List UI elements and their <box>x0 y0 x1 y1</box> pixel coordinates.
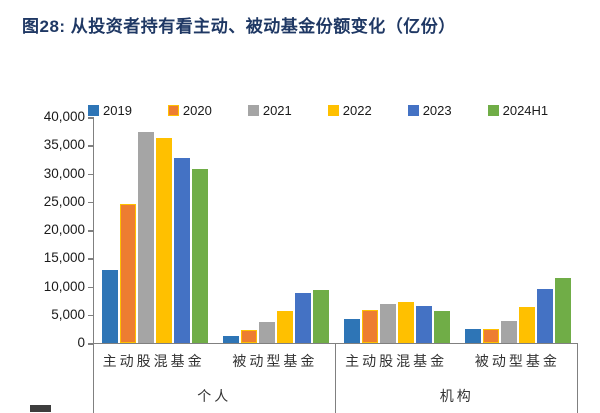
legend-item-2023: 2023 <box>407 102 452 118</box>
y-axis-tick-label: 0 <box>77 335 85 350</box>
y-axis-tick-label: 10,000 <box>43 278 85 294</box>
bar-2020 <box>240 330 257 343</box>
legend-label: 2023 <box>422 102 452 118</box>
category-row-investor-type: 个人 机构 <box>93 379 578 413</box>
y-axis-tick-label: 35,000 <box>43 137 85 153</box>
y-axis-tick-label: 20,000 <box>43 222 85 237</box>
axis-divider-middle <box>335 343 336 413</box>
y-axis-tick-mark <box>88 286 93 288</box>
bar-2022 <box>155 137 172 343</box>
bar-2021 <box>500 320 517 343</box>
fund-type-label: 主动股混基金 <box>102 355 205 370</box>
bar-2022 <box>397 302 414 343</box>
fund-type-label: 被动型基金 <box>474 355 560 370</box>
legend-label: 2019 <box>103 102 132 118</box>
bar-group-3 <box>336 117 457 343</box>
category-row-fund-type: 主动股混基金 被动型基金 主动股混基金 被动型基金 <box>93 343 578 379</box>
fund-type-label: 主动股混基金 <box>345 355 448 370</box>
legend-swatch-icon <box>88 104 99 116</box>
bar-2020 <box>119 204 136 343</box>
legend-label: 2021 <box>262 102 292 118</box>
axis-divider-left <box>93 343 94 413</box>
legend-label: 2020 <box>182 102 212 118</box>
bar-group-2 <box>215 117 336 343</box>
bar-2023 <box>294 293 311 343</box>
legend-item-2021: 2021 <box>247 102 292 118</box>
bar-2024H1 <box>433 310 450 343</box>
bar-2021 <box>137 132 154 343</box>
axis-divider-right <box>577 343 578 413</box>
bar-2023 <box>536 288 553 343</box>
chart-plot-area <box>93 117 578 344</box>
y-axis-tick-label: 40,000 <box>43 109 85 124</box>
bar-group-1 <box>94 117 215 343</box>
chart-legend: 2019 2020 2021 2022 2023 2024H1 <box>88 101 548 119</box>
y-axis-tick-label: 25,000 <box>43 193 85 209</box>
investor-type-label: 个人 <box>197 390 232 405</box>
y-axis-tick-label: 15,000 <box>43 250 85 266</box>
bar-2024H1 <box>312 290 329 343</box>
bar-2023 <box>415 306 432 343</box>
figure-title: 图28: 从投资者持有看主动、被动基金份额变化（亿份） <box>22 17 456 36</box>
legend-item-2019: 2019 <box>88 103 132 118</box>
investor-type-label: 机构 <box>439 390 474 405</box>
y-axis-tick-mark <box>88 117 93 119</box>
bar-2019 <box>101 269 118 343</box>
cropped-footer-mark <box>30 405 51 412</box>
legend-item-2024H1: 2024H1 <box>487 102 549 118</box>
bar-2020 <box>361 310 378 343</box>
y-axis-tick-mark <box>88 343 93 345</box>
y-axis-tick-mark <box>88 173 93 175</box>
bar-2019 <box>222 336 239 343</box>
legend-item-2022: 2022 <box>327 102 372 118</box>
bar-2022 <box>518 306 535 343</box>
y-axis-tick-mark <box>88 145 93 147</box>
fund-type-label: 被动型基金 <box>232 355 318 370</box>
bar-2021 <box>379 304 396 343</box>
bar-groups-container <box>94 117 578 343</box>
legend-swatch-icon <box>487 104 499 116</box>
legend-item-2020: 2020 <box>167 102 212 118</box>
bar-2023 <box>173 158 190 343</box>
y-axis-tick-mark <box>88 230 93 232</box>
legend-label: 2024H1 <box>502 102 549 118</box>
y-axis-tick-mark <box>88 201 93 204</box>
y-axis-tick-mark <box>88 258 93 260</box>
legend-label: 2022 <box>342 102 372 118</box>
bar-2022 <box>276 311 293 343</box>
bar-2021 <box>258 322 275 343</box>
bar-2024H1 <box>191 168 208 343</box>
legend-swatch-icon <box>247 104 259 116</box>
bar-2019 <box>464 328 481 343</box>
bar-2019 <box>343 319 360 343</box>
bar-2020 <box>482 329 499 343</box>
legend-swatch-icon <box>167 104 179 116</box>
legend-swatch-icon <box>407 104 419 116</box>
y-axis-tick-label: 5,000 <box>51 306 85 322</box>
y-axis-tick-mark <box>88 314 93 317</box>
bar-group-4 <box>457 117 578 343</box>
legend-swatch-icon <box>327 104 339 116</box>
y-axis-tick-label: 30,000 <box>43 165 85 181</box>
bar-2024H1 <box>554 278 571 343</box>
